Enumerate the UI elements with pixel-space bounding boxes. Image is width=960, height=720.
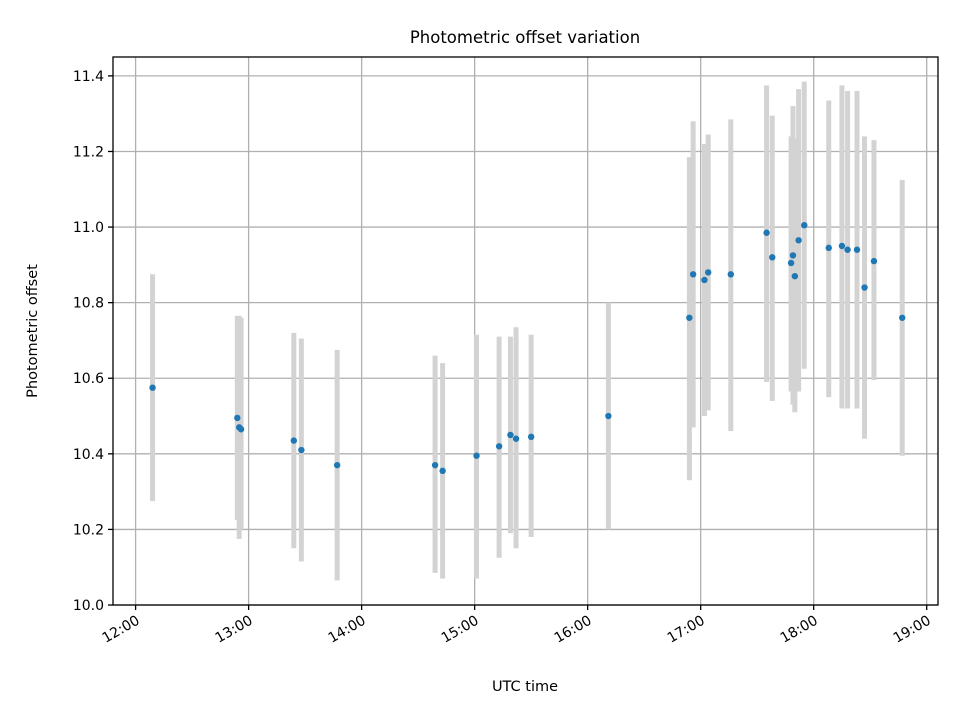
data-point (149, 384, 156, 391)
data-point (705, 269, 712, 276)
y-axis-ticks: 10.0 10.2 10.4 10.6 10.8 11.0 11.2 11.4 (73, 69, 113, 614)
data-point (825, 244, 832, 252)
y-tick-label: 10.8 (73, 296, 104, 312)
data-point (727, 271, 735, 278)
data-point (431, 461, 439, 469)
data-point (527, 433, 535, 441)
data-point (290, 437, 298, 444)
y-tick-label: 11.4 (73, 69, 104, 85)
x-axis-label: UTC time (492, 679, 558, 695)
data-point (298, 446, 305, 454)
data-point (686, 314, 693, 321)
data-point (763, 229, 770, 236)
y-axis-label: Photometric offset (25, 264, 41, 398)
data-point (789, 252, 797, 259)
data-point (473, 452, 480, 459)
y-tick-label: 11.0 (73, 220, 104, 236)
grid-lines (113, 57, 938, 606)
y-tick-label: 10.6 (73, 371, 104, 387)
data-point (899, 314, 906, 321)
data-point (787, 259, 795, 267)
data-point (507, 431, 514, 439)
data-point (795, 237, 802, 244)
chart-title: Photometric offset variation (410, 28, 640, 47)
y-tick-label: 10.2 (73, 522, 104, 538)
y-tick-label: 10.0 (73, 598, 104, 614)
data-point (605, 412, 612, 420)
plot-frame (112, 56, 939, 606)
data-point (801, 221, 808, 229)
data-point (769, 254, 776, 261)
data-point (439, 467, 446, 475)
y-tick-label: 11.2 (73, 144, 104, 160)
data-point (237, 426, 245, 433)
data-point (234, 414, 241, 422)
data-points (149, 221, 906, 475)
data-point (861, 284, 868, 291)
data-point (791, 273, 799, 280)
data-point (844, 246, 851, 253)
y-tick-label: 10.4 (73, 447, 104, 463)
data-point (701, 276, 708, 284)
data-point (689, 271, 697, 278)
data-point (333, 461, 341, 469)
data-point (838, 242, 846, 250)
data-point (870, 257, 878, 265)
data-point (495, 443, 503, 450)
data-point (512, 435, 520, 442)
data-point (853, 246, 861, 253)
